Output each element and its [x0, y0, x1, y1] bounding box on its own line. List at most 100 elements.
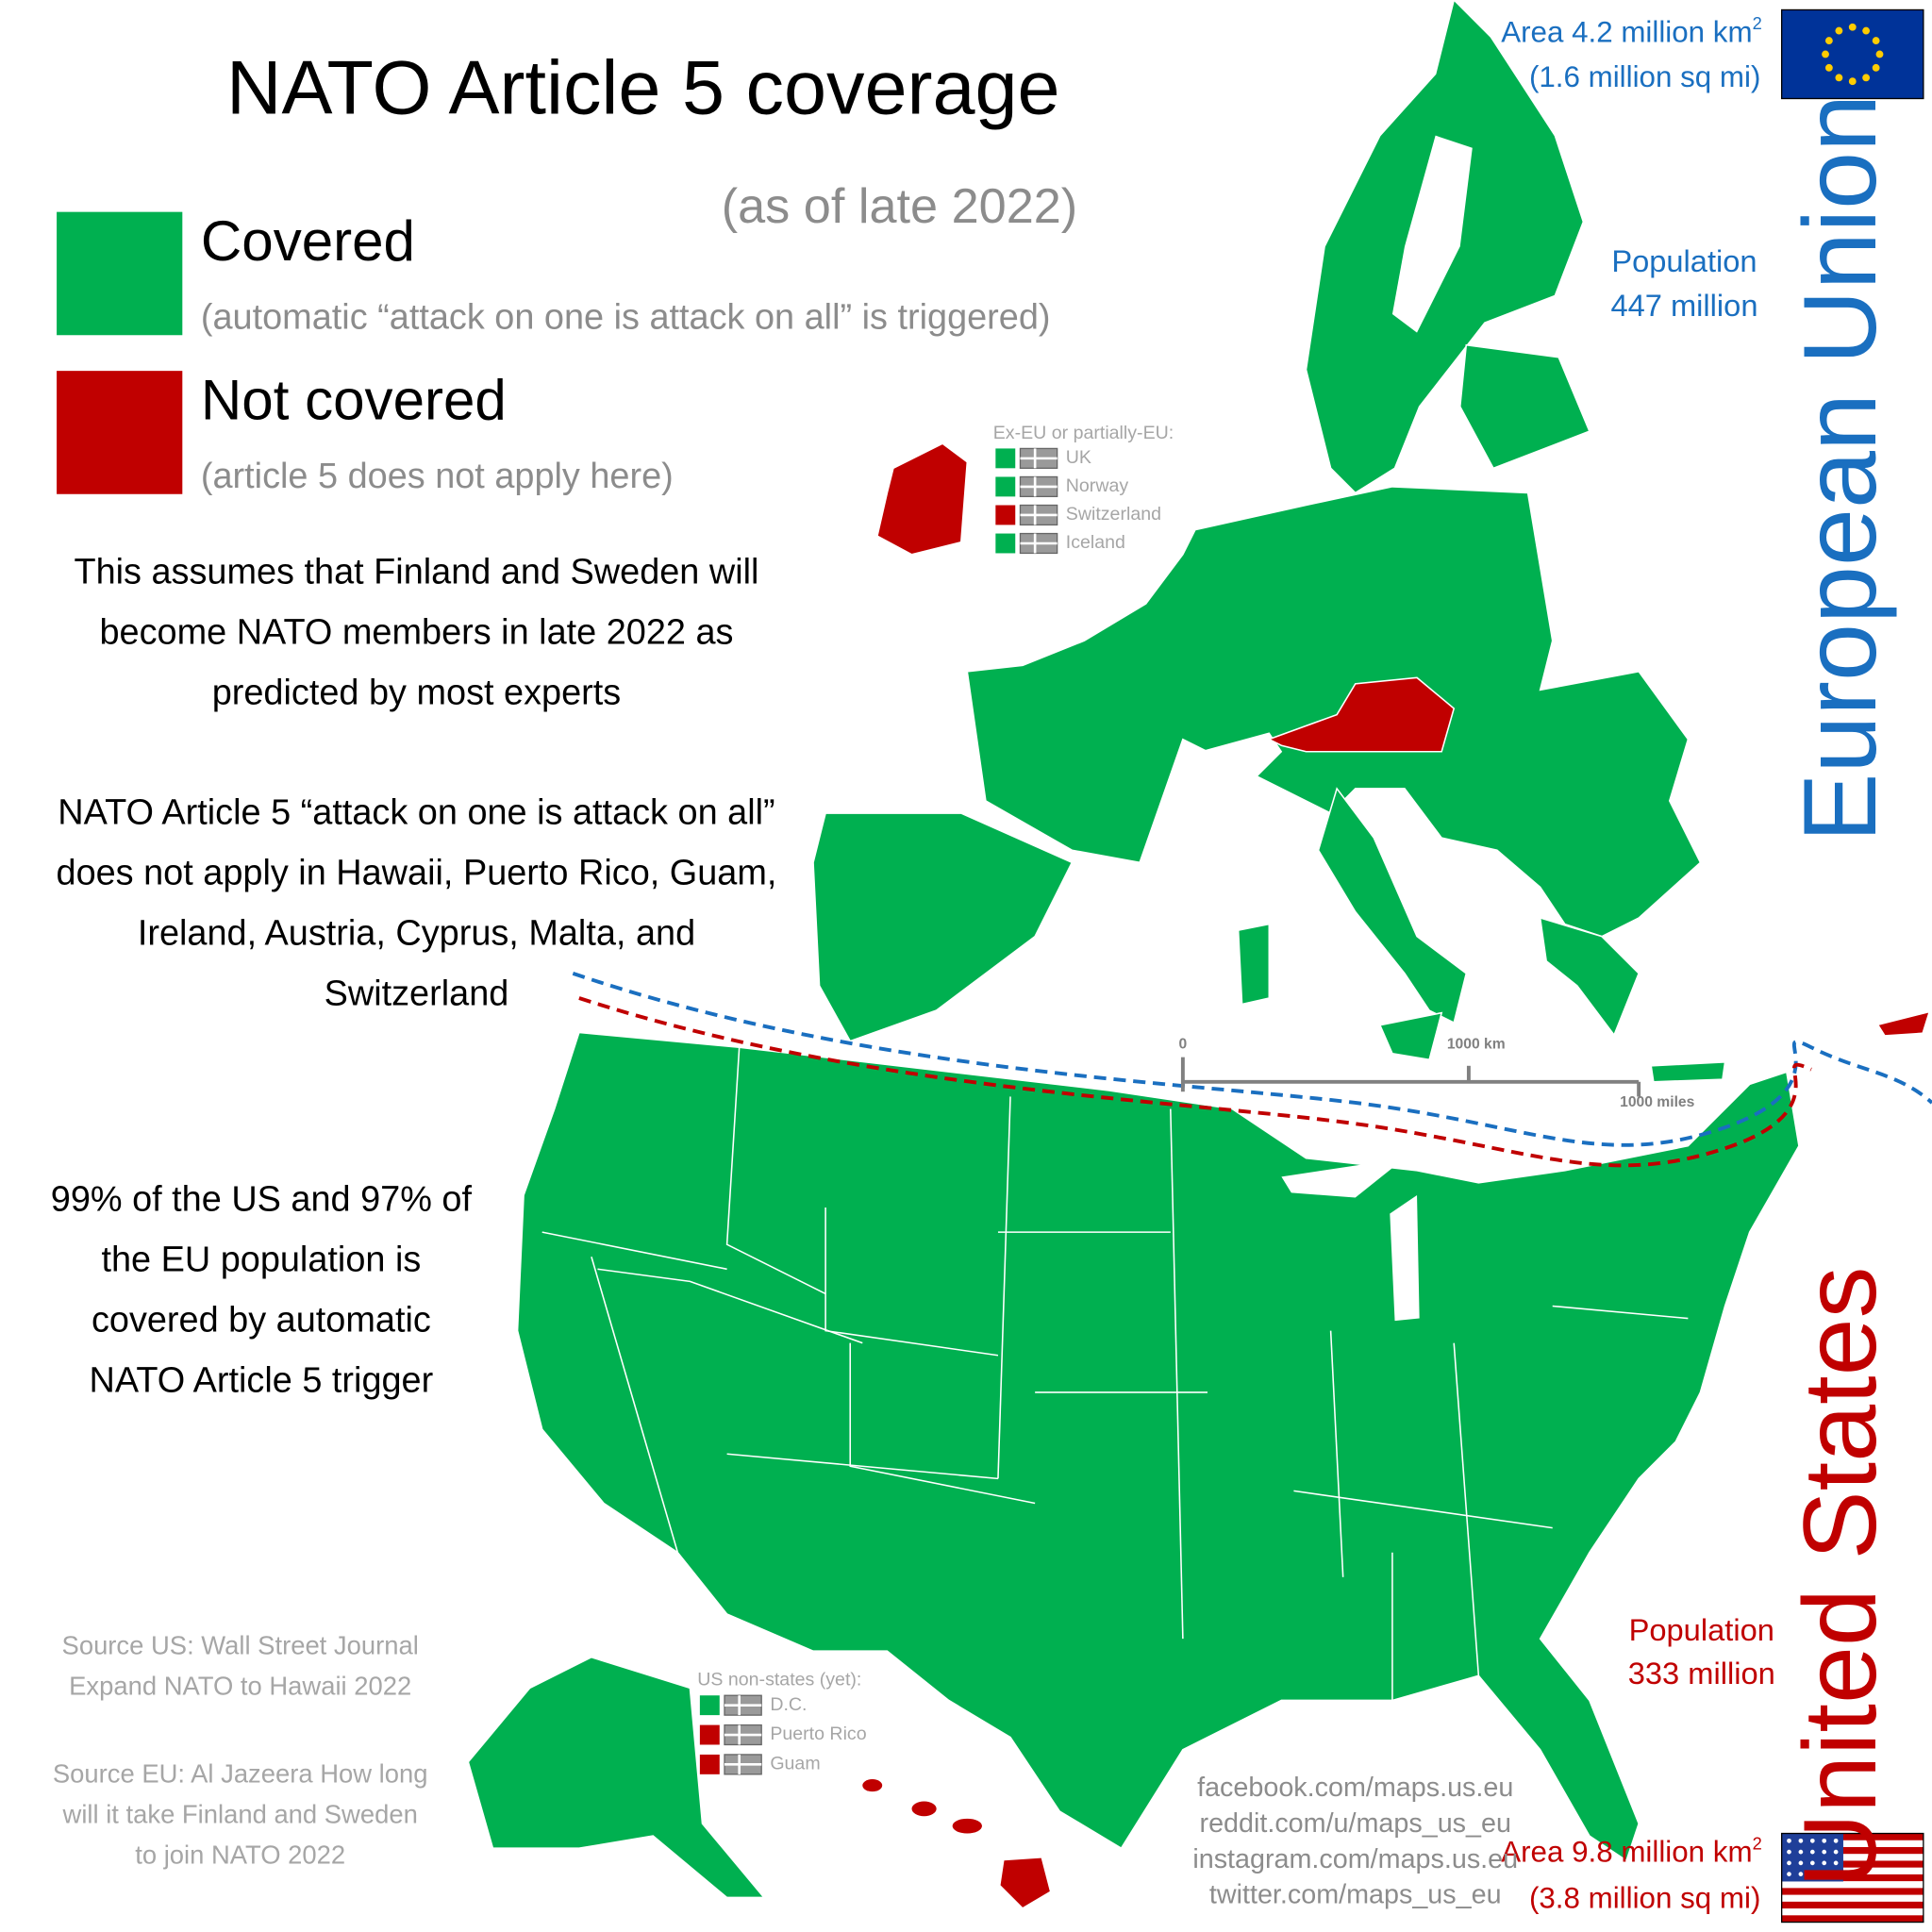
- us-star: [1833, 1860, 1839, 1866]
- legend-swatch: [57, 371, 183, 494]
- us-stripe: [1781, 1915, 1924, 1923]
- iberia: [812, 812, 1074, 1042]
- map: [467, 0, 1932, 1924]
- scale-zero: 0: [1179, 1037, 1188, 1053]
- eu-population-label: Population: [1611, 243, 1757, 278]
- legend-note: (automatic “attack on one is attack on a…: [201, 297, 1051, 337]
- note-line: NATO Article 5 trigger: [90, 1360, 434, 1400]
- us-star: [1787, 1860, 1791, 1866]
- us-stripe: [1781, 1901, 1924, 1909]
- note-line: become NATO members in late 2022 as: [99, 613, 733, 653]
- us-area: Area 9.8 million km2: [1501, 1833, 1762, 1869]
- mini-legend-title: Ex-EU or partially-EU:: [993, 423, 1174, 443]
- note-line: predicted by most experts: [212, 674, 621, 713]
- us-star: [1822, 1872, 1827, 1876]
- us-stripe: [1781, 1867, 1924, 1875]
- us-star: [1798, 1860, 1804, 1866]
- switzerland: [1200, 732, 1283, 777]
- mini-flag: [724, 1724, 762, 1746]
- us-star: [1809, 1860, 1815, 1866]
- note-line: Switzerland: [325, 974, 509, 1013]
- eu-area-text: Area 4.2 million km: [1501, 16, 1752, 49]
- us-star: [1787, 1838, 1791, 1843]
- note-line: This assumes that Finland and Sweden wil…: [74, 553, 758, 592]
- social-link: twitter.com/maps_us_eu: [1209, 1880, 1502, 1910]
- mini-legend-label: Guam: [770, 1754, 820, 1774]
- subtitle: (as of late 2022): [722, 179, 1077, 234]
- us-star: [1798, 1838, 1804, 1843]
- sicily: [1378, 1011, 1443, 1061]
- source-line: will it take Finland and Sweden: [62, 1799, 418, 1828]
- divider-blue: [572, 971, 1932, 1147]
- mini-legend-label: Norway: [1066, 475, 1129, 496]
- us-area-text: Area 9.8 million km: [1501, 1836, 1752, 1869]
- source-line: Source EU: Al Jazeera How long: [53, 1758, 428, 1788]
- us-stripe: [1781, 1888, 1924, 1895]
- social-link: facebook.com/maps.us.eu: [1197, 1773, 1513, 1803]
- mini-legend-label: Switzerland: [1066, 504, 1161, 525]
- us-stripe: [1781, 1854, 1924, 1861]
- mini-swatch: [699, 1754, 720, 1774]
- contiguous-us: [516, 1031, 1800, 1862]
- state-borders: [541, 1047, 1689, 1701]
- mini-legend-label: Puerto Rico: [770, 1724, 866, 1744]
- mini-swatch: [699, 1724, 720, 1745]
- us-label: United States: [1783, 1267, 1898, 1889]
- eu-area-sup: 2: [1753, 13, 1762, 33]
- eu-area-alt: (1.6 million sq mi): [1529, 60, 1760, 93]
- mainland-europe: [966, 486, 1702, 938]
- gulf-of-bothnia: [1391, 135, 1473, 333]
- note-line: NATO Article 5 “attack on one is attack …: [58, 792, 774, 832]
- us-stripe: [1781, 1881, 1924, 1889]
- scale-miles: 1000 miles: [1620, 1094, 1695, 1110]
- us-population-value: 333 million: [1628, 1656, 1775, 1690]
- eu-area: Area 4.2 million km2: [1501, 13, 1762, 49]
- mini-flag: [1019, 475, 1058, 498]
- mini-flag: [724, 1754, 762, 1775]
- us-area-sup: 2: [1753, 1833, 1762, 1853]
- mini-swatch: [995, 476, 1016, 497]
- mini-legend-title: US non-states (yet):: [697, 1670, 861, 1690]
- us-population-label: Population: [1629, 1612, 1774, 1647]
- eu-flag-stars: [1822, 23, 1884, 86]
- eu-population-value: 447 million: [1610, 288, 1757, 323]
- legend-note: (article 5 does not apply here): [201, 457, 674, 496]
- eu-star: [1872, 37, 1880, 45]
- eu-star: [1862, 26, 1871, 35]
- eu-star: [1848, 23, 1857, 31]
- us-stripe: [1781, 1874, 1924, 1882]
- us-star: [1833, 1849, 1839, 1855]
- source-line: to join NATO 2022: [135, 1840, 345, 1870]
- us-star: [1809, 1838, 1815, 1843]
- lake-superior: [1281, 1158, 1405, 1198]
- us-flag: [1780, 1832, 1924, 1924]
- eu-star: [1875, 50, 1884, 58]
- note-line: 99% of the US and 97% of: [51, 1179, 473, 1219]
- us-stripe: [1781, 1840, 1924, 1848]
- us-star: [1787, 1849, 1791, 1855]
- mini-swatch: [995, 448, 1016, 469]
- us-star: [1822, 1838, 1827, 1843]
- greece: [1539, 916, 1641, 1037]
- ireland: [876, 442, 969, 556]
- mini-swatch: [699, 1695, 720, 1716]
- divider-red: [578, 996, 1812, 1168]
- mini-swatch: [995, 533, 1016, 554]
- social-link: reddit.com/u/maps_us_eu: [1200, 1808, 1511, 1839]
- eu-star: [1835, 74, 1843, 82]
- note-line: covered by automatic: [92, 1300, 431, 1340]
- mini-legend-label: D.C.: [770, 1694, 807, 1715]
- us-area-alt: (3.8 million sq mi): [1529, 1881, 1760, 1914]
- us-star: [1798, 1872, 1804, 1876]
- eu-star: [1824, 37, 1833, 45]
- eu-star: [1848, 77, 1857, 86]
- sardinia: [1237, 923, 1271, 1006]
- mini-flag: [1019, 532, 1058, 555]
- eu-label: European Union: [1783, 94, 1898, 842]
- us-stripe: [1781, 1846, 1924, 1855]
- us-star: [1822, 1849, 1827, 1855]
- us-star: [1822, 1860, 1827, 1866]
- baltics: [1458, 343, 1591, 470]
